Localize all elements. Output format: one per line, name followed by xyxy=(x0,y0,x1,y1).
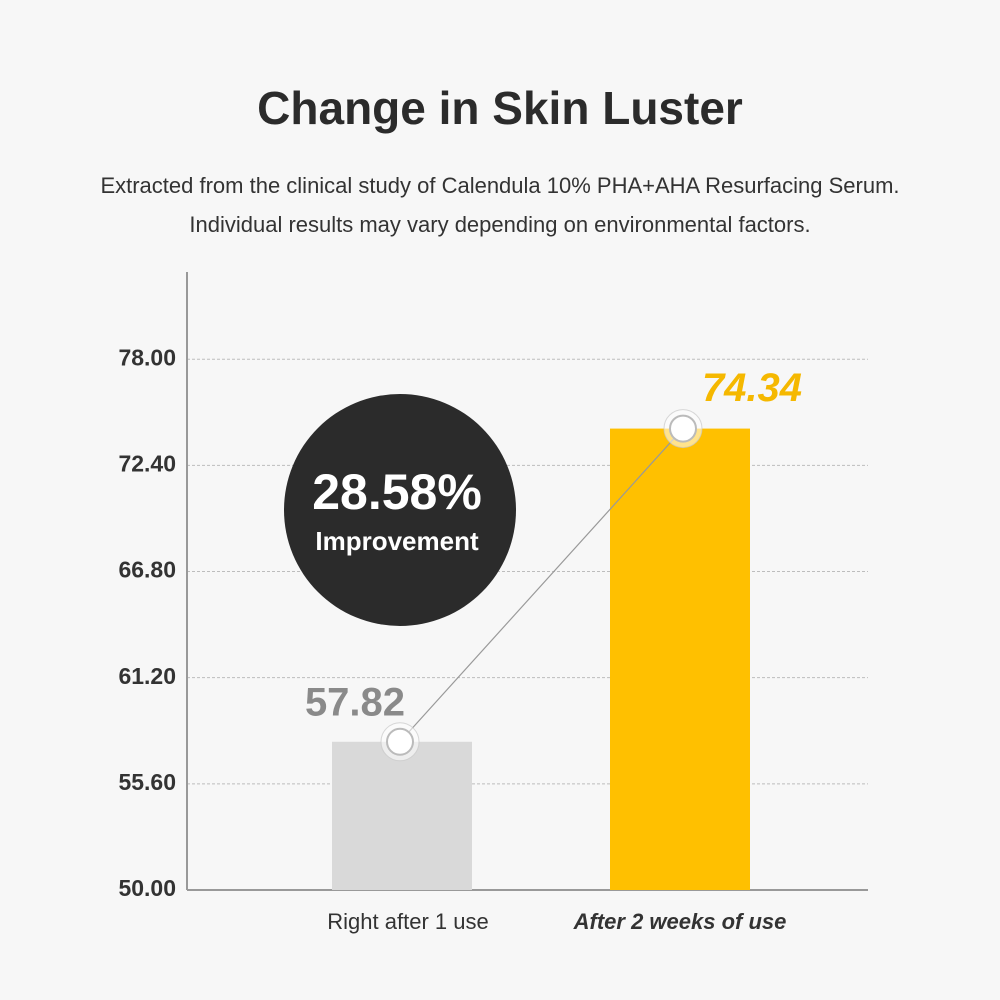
subtitle: Extracted from the clinical study of Cal… xyxy=(100,173,899,198)
point-marker xyxy=(386,727,414,756)
trend-line xyxy=(399,428,684,743)
annotation-value: 28.58% xyxy=(312,464,482,520)
value-label: 57.82 xyxy=(305,680,405,724)
x-tick-label: After 2 weeks of use xyxy=(573,909,787,934)
annotation-circle xyxy=(284,394,516,626)
subtitle: Individual results may vary depending on… xyxy=(189,212,810,237)
y-tick-label: 78.00 xyxy=(118,344,176,370)
bar xyxy=(332,741,472,890)
y-tick-label: 55.60 xyxy=(118,769,176,795)
y-tick-label: 66.80 xyxy=(118,557,176,583)
annotation-text: Improvement xyxy=(315,526,479,556)
y-tick-label: 61.20 xyxy=(118,663,176,689)
chart-title: Change in Skin Luster xyxy=(257,82,743,134)
value-label: 74.34 xyxy=(702,366,802,410)
plot: 50.00 55.60 61.20 66.80 72.40 78.00 28.58% Impr… xyxy=(118,272,868,934)
y-tick-label: 72.40 xyxy=(118,450,176,476)
point-marker xyxy=(669,414,697,443)
x-tick-label: Right after 1 use xyxy=(327,909,488,934)
y-tick-label: 50.00 xyxy=(118,875,176,901)
bar xyxy=(610,428,750,890)
